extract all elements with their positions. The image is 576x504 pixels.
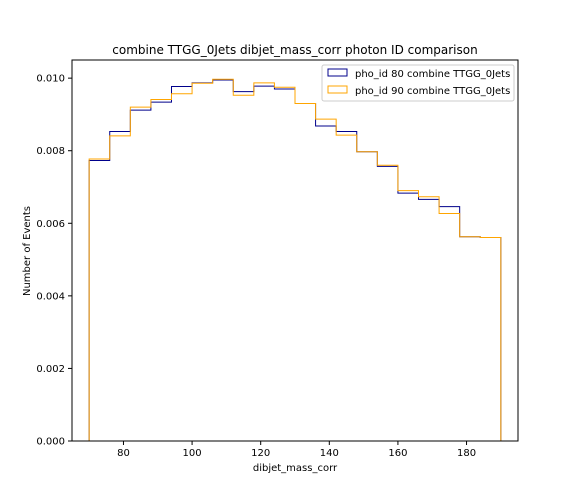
histogram-series-1	[88, 78, 502, 441]
x-tick-label: 120	[251, 448, 270, 459]
legend-swatch-pho-id-90	[327, 85, 348, 94]
y-tick-label: 0.000	[36, 437, 65, 448]
y-tick-label: 0.010	[36, 74, 65, 85]
x-tick-label: 80	[117, 448, 130, 459]
plot-area	[88, 78, 502, 441]
x-tick-label: 140	[320, 448, 339, 459]
chart-title: combine TTGG_0Jets dibjet_mass_corr phot…	[112, 43, 477, 57]
x-axis: 80 100 120 140 160 180	[117, 441, 476, 459]
plot-frame	[71, 59, 519, 442]
y-tick-label: 0.008	[36, 146, 65, 157]
y-axis: 0.000 0.002 0.004 0.006 0.008 0.010	[36, 74, 72, 448]
histogram-series-0	[88, 79, 502, 441]
x-tick-label: 180	[457, 448, 476, 459]
y-tick-label: 0.006	[36, 219, 65, 230]
legend-box	[321, 64, 515, 102]
x-axis-label: dibjet_mass_corr	[253, 463, 338, 474]
legend: pho_id 80 combine TTGG_0Jets pho_id 90 c…	[321, 64, 515, 102]
x-tick-label: 100	[183, 448, 202, 459]
legend-swatch-pho-id-80	[327, 68, 348, 77]
y-tick-label: 0.004	[36, 291, 65, 302]
legend-label-pho-id-90: pho_id 90 combine TTGG_0Jets	[355, 86, 510, 97]
y-axis-label: Number of Events	[22, 206, 33, 296]
y-tick-label: 0.002	[36, 364, 65, 375]
x-tick-label: 160	[388, 448, 407, 459]
legend-label-pho-id-80: pho_id 80 combine TTGG_0Jets	[355, 69, 510, 80]
